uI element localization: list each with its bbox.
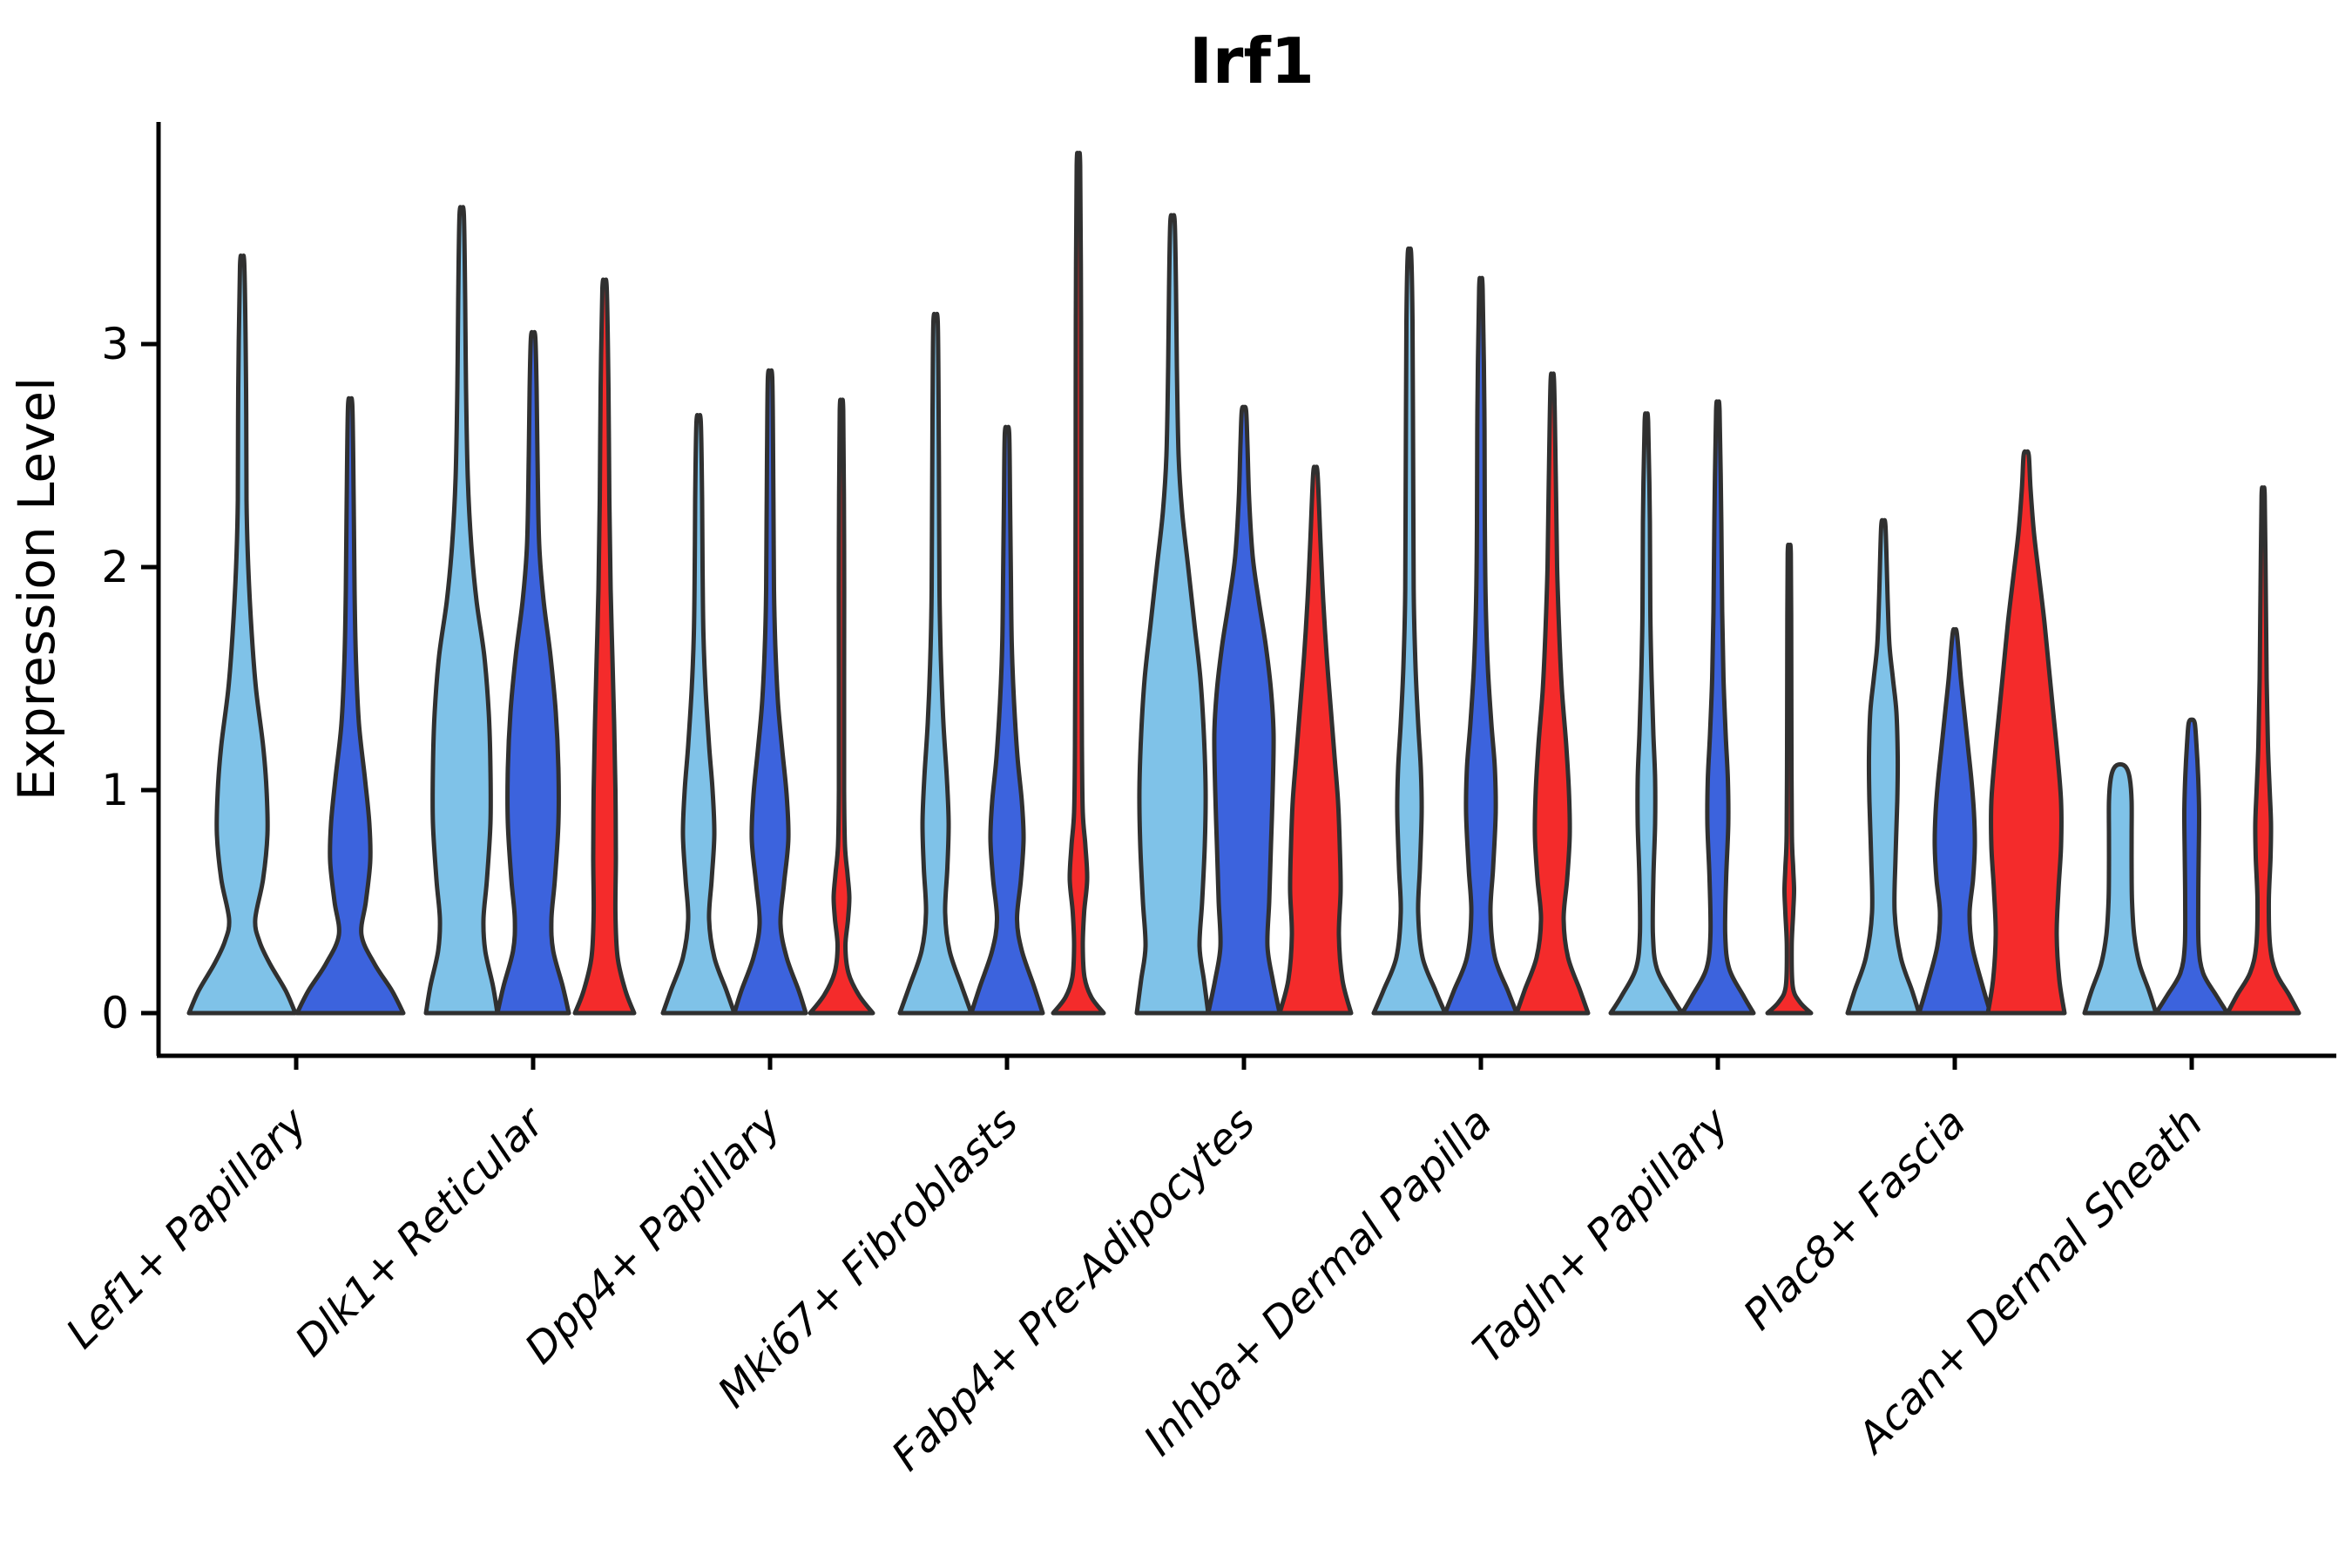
- violin-light-blue: [423, 205, 500, 1016]
- violin-light-blue: [1608, 411, 1685, 1016]
- violin-dark-blue: [1916, 626, 1993, 1016]
- y-tick-label: 0: [101, 988, 129, 1038]
- x-tick-label: Lef1+ Papillary: [57, 1098, 317, 1358]
- violin-red: [1985, 449, 2067, 1016]
- y-tick-label: 1: [101, 765, 129, 815]
- chart-title: Irf1: [1189, 24, 1315, 98]
- violin-light-blue: [1134, 213, 1211, 1016]
- violin-red: [2225, 485, 2301, 1016]
- y-tick-label: 2: [101, 542, 129, 592]
- violin-light-blue: [186, 253, 298, 1016]
- violin-red: [1514, 371, 1591, 1016]
- violin-red: [1051, 151, 1106, 1016]
- violin-red: [572, 277, 637, 1016]
- violins-layer: [186, 151, 2301, 1016]
- y-tick-label: 3: [101, 319, 129, 369]
- x-tick-label: Dlk1+ Reticular: [286, 1097, 556, 1367]
- violin-light-blue: [897, 311, 974, 1016]
- violin-dark-blue: [732, 368, 808, 1016]
- violin-dark-blue: [495, 329, 571, 1016]
- violin-red: [1277, 464, 1354, 1016]
- violin-light-blue: [660, 412, 737, 1016]
- violin-dark-blue: [294, 395, 406, 1016]
- violin-dark-blue: [1680, 399, 1756, 1016]
- x-tick-label: Tagln+ Papillary: [1463, 1098, 1739, 1373]
- y-axis-label: Expression Level: [7, 377, 66, 801]
- violin-dark-blue: [1443, 275, 1519, 1016]
- violin-red: [808, 397, 875, 1016]
- violin-light-blue: [1371, 246, 1448, 1016]
- x-tick-label: Dpp4+ Papillary: [516, 1098, 791, 1373]
- violin-dark-blue: [1206, 404, 1282, 1016]
- x-tick-label: Plac8+ Fascia: [1734, 1098, 1976, 1340]
- violin-red: [1765, 542, 1814, 1016]
- violin-dark-blue: [2153, 717, 2230, 1016]
- violin-light-blue: [1845, 517, 1922, 1016]
- violin-light-blue: [2082, 761, 2159, 1016]
- violin-dark-blue: [969, 424, 1045, 1016]
